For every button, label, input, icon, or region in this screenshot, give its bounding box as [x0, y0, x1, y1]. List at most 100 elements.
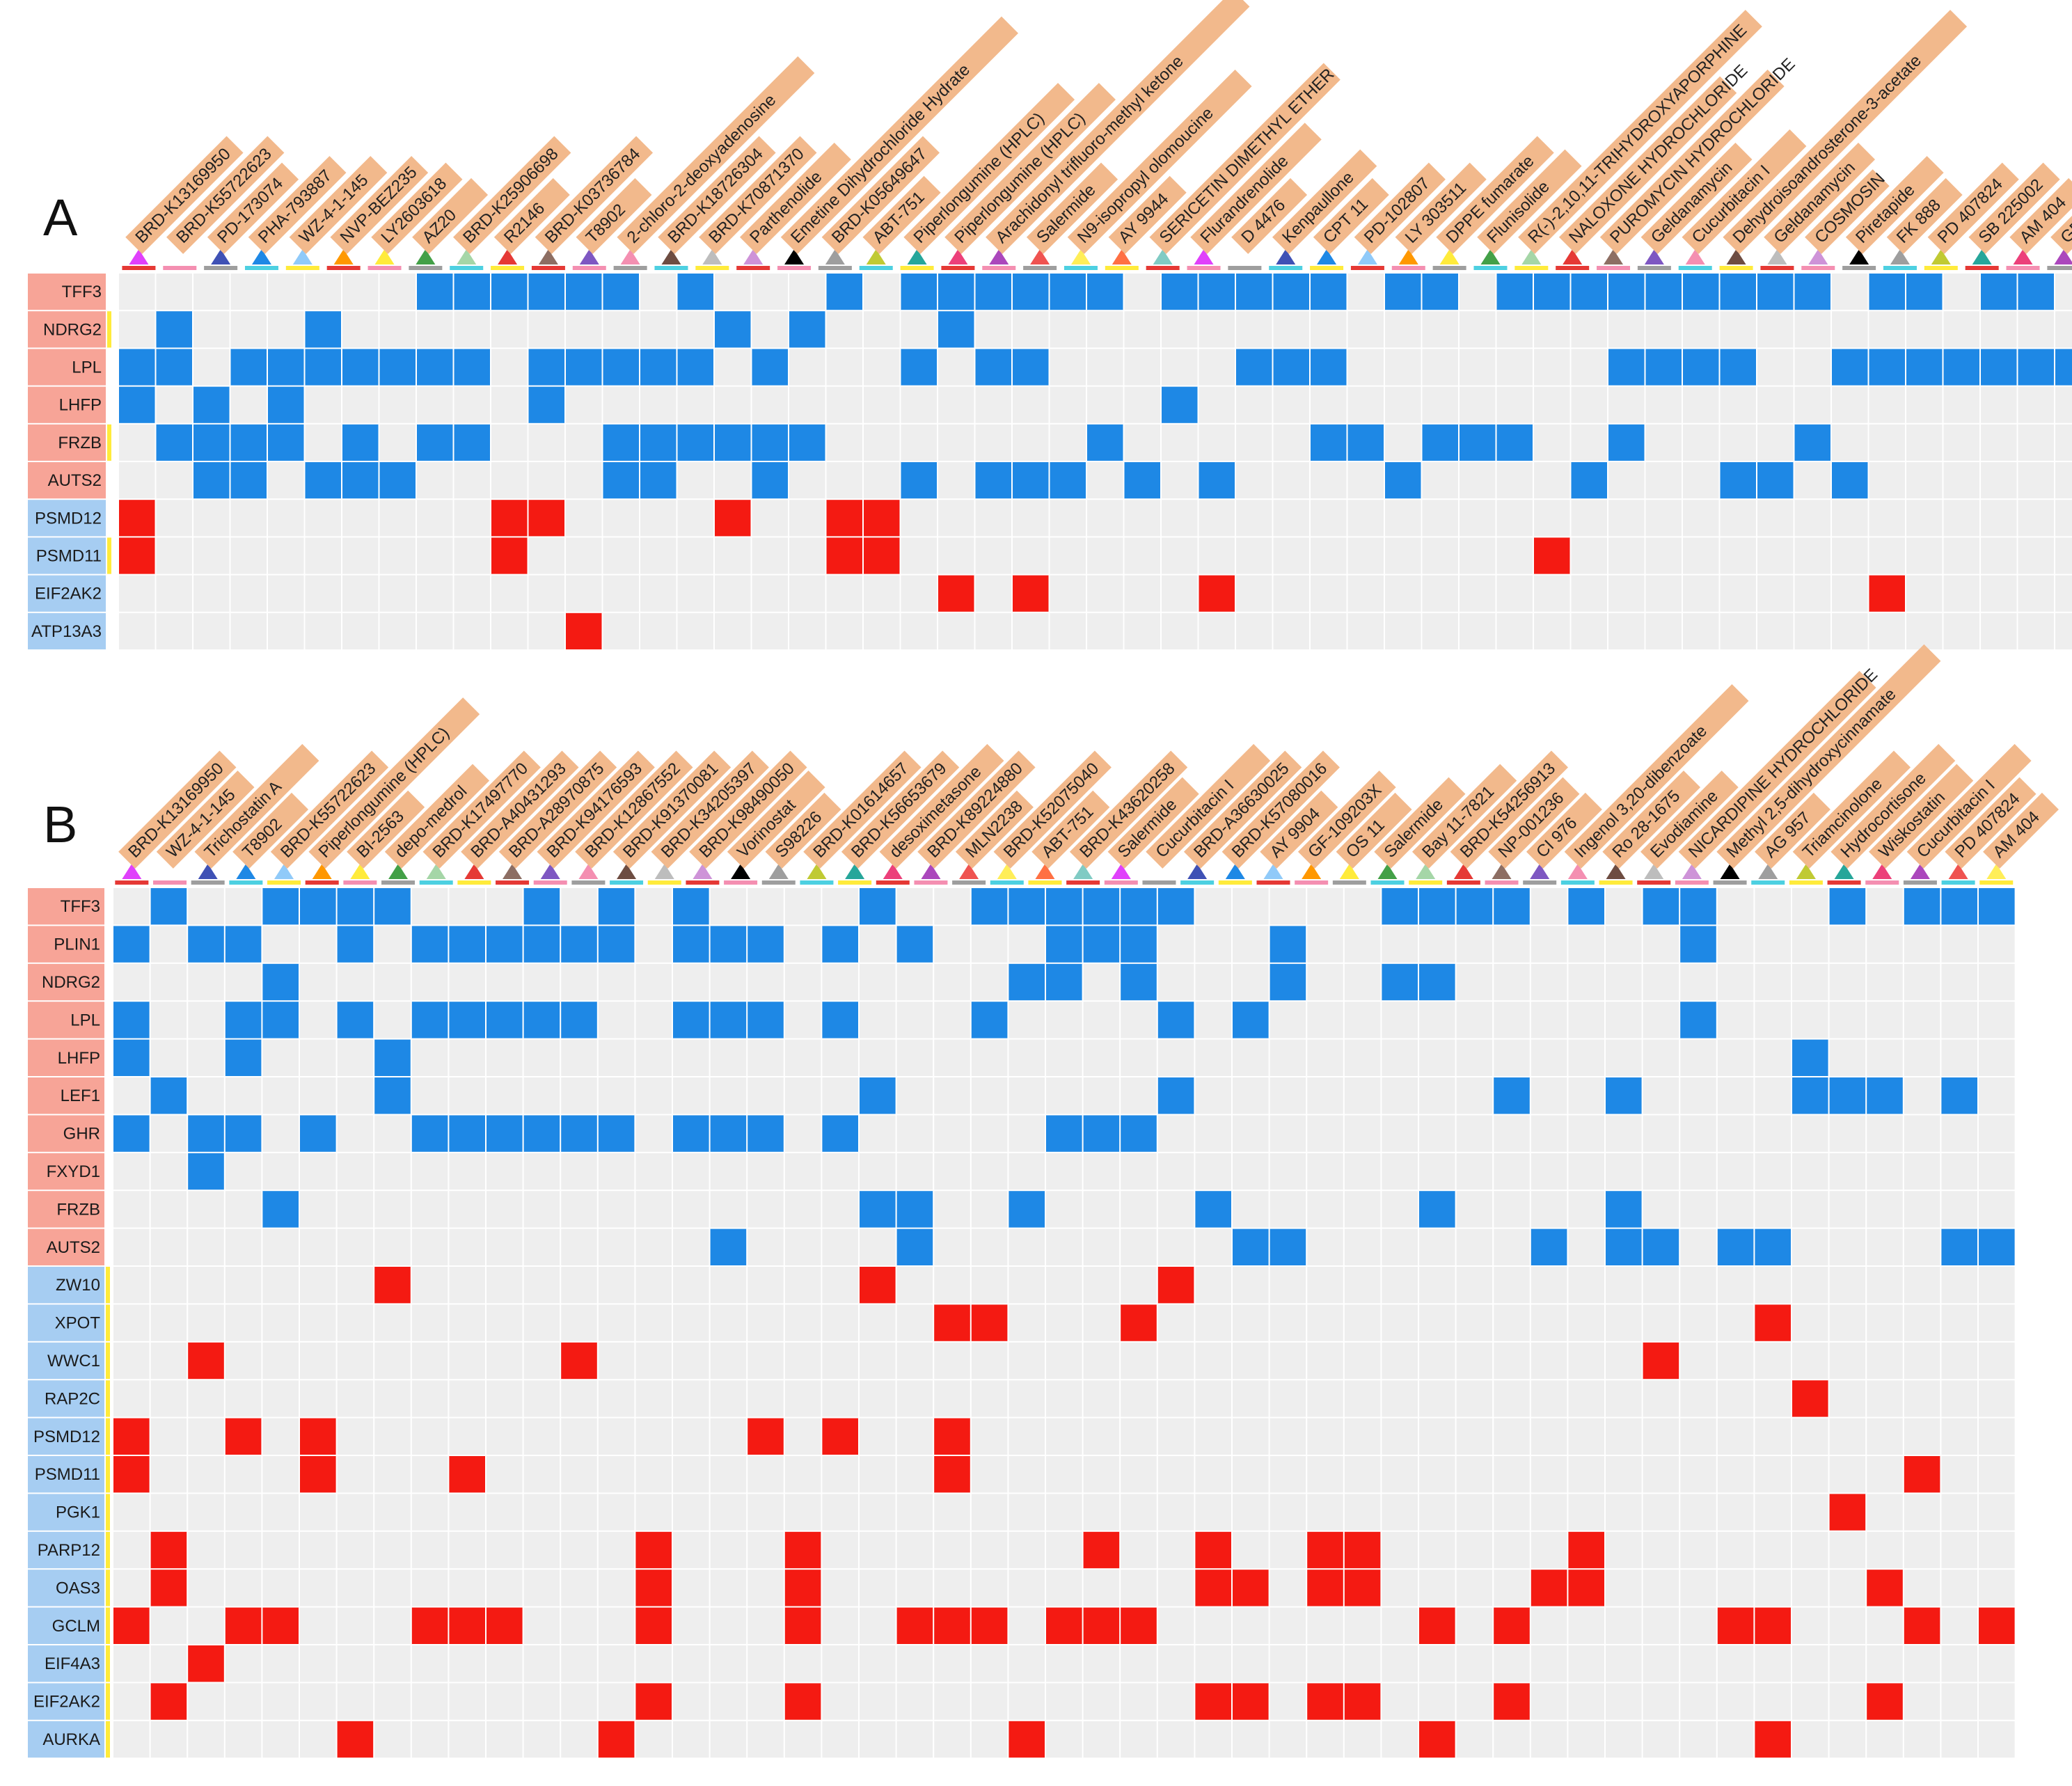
heatmap-cell-empty	[1869, 462, 1905, 499]
column-annotation-bar	[800, 880, 834, 885]
column-annotation-bar	[457, 880, 491, 885]
heatmap-cell-empty	[1270, 1607, 1306, 1644]
column-tag-bg	[1945, 777, 2037, 869]
heatmap-cell-empty	[1385, 575, 1421, 612]
heatmap-cell-up	[156, 311, 192, 348]
heatmap-cell-empty	[1643, 1683, 1679, 1720]
heatmap-cell-empty	[449, 1191, 485, 1228]
heatmap-cell-empty	[1233, 1645, 1269, 1682]
heatmap-cell-empty	[300, 1267, 336, 1304]
heatmap-cell-empty	[1236, 537, 1272, 574]
heatmap-cell-empty	[710, 1267, 747, 1304]
heatmap-cell-empty	[449, 1342, 485, 1380]
heatmap-cell-empty	[1460, 274, 1496, 310]
heatmap-cell-up	[603, 462, 639, 499]
panel-b-letter: B	[43, 796, 78, 853]
heatmap-cell-empty	[2018, 311, 2054, 348]
column-marker-icon	[1931, 249, 1951, 264]
heatmap-cell-empty	[1344, 1115, 1381, 1152]
column-annotation-bar	[1556, 266, 1590, 270]
heatmap-cell-empty	[1904, 1570, 1940, 1606]
heatmap-cell-empty	[710, 1191, 747, 1228]
heatmap-cell-empty	[1344, 1494, 1381, 1531]
column-annotation-bar	[1883, 266, 1917, 270]
column-marker-icon	[1070, 249, 1091, 264]
heatmap-cell-empty	[1757, 349, 1794, 386]
heatmap-cell-empty	[487, 1191, 523, 1228]
heatmap-cell-empty	[748, 1683, 784, 1720]
column-annotation-bar	[686, 880, 720, 885]
heatmap-cell-empty	[784, 1002, 821, 1038]
heatmap-cell-empty	[1645, 613, 1682, 649]
heatmap-cell-empty	[1717, 1039, 1754, 1076]
heatmap-cell-empty	[1531, 1267, 1567, 1304]
column-annotation-bar	[1485, 880, 1519, 885]
heatmap-cell-empty	[1979, 1570, 2015, 1606]
heatmap-cell-empty	[1792, 1683, 1828, 1720]
heatmap-cell-empty	[1233, 926, 1269, 963]
column-marker-icon	[426, 864, 446, 879]
heatmap-cell-empty	[1643, 1304, 1679, 1341]
column-tag-bg	[1067, 70, 1252, 254]
heatmap-cell-empty	[710, 1304, 747, 1341]
heatmap-cell-up	[1494, 888, 1530, 925]
heatmap-cell-empty	[561, 1570, 597, 1606]
heatmap-cell-empty	[1162, 500, 1198, 537]
heatmap-cell-up	[1606, 1228, 1642, 1265]
heatmap-cell-empty	[1496, 311, 1533, 348]
heatmap-cell-empty	[1233, 1304, 1269, 1341]
column-marker-icon	[540, 864, 560, 879]
heatmap-cell-empty	[2055, 424, 2072, 461]
heatmap-cell-empty	[1494, 1191, 1530, 1228]
heatmap-cell-empty	[1829, 1153, 1866, 1190]
heatmap-cell-empty	[374, 1304, 411, 1341]
heatmap-cell-empty	[150, 963, 187, 1001]
column-annotation-bar	[1473, 266, 1508, 270]
heatmap-cell-empty	[417, 500, 453, 537]
heatmap-cell-up	[710, 1115, 747, 1152]
heatmap-cell-empty	[1013, 500, 1049, 537]
heatmap-cell-empty	[971, 1570, 1008, 1606]
column-tag-bg	[1395, 162, 1487, 254]
heatmap-cell-empty	[1531, 1494, 1567, 1531]
column-annotation-bar	[122, 266, 156, 270]
heatmap-cell-empty	[1273, 575, 1309, 612]
heatmap-cell-empty	[1046, 1153, 1082, 1190]
heatmap-cell-empty	[1755, 1380, 1791, 1417]
column-annotation-bar	[1066, 880, 1100, 885]
heatmap-cell-down	[784, 1570, 821, 1606]
heatmap-cell-empty	[1792, 1153, 1828, 1190]
column-annotation-bar	[2006, 266, 2040, 270]
column-tag-bg	[412, 177, 489, 254]
column-annotation-bar	[761, 880, 796, 885]
heatmap-cell-empty	[1606, 1342, 1642, 1380]
heatmap-cell-empty	[1906, 500, 1943, 537]
heatmap-cell-empty	[305, 424, 341, 461]
heatmap-cell-empty	[193, 311, 230, 348]
heatmap-cell-empty	[598, 1304, 635, 1341]
heatmap-cell-up	[1460, 424, 1496, 461]
heatmap-cell-empty	[784, 1380, 821, 1417]
heatmap-cell-empty	[864, 462, 900, 499]
heatmap-cell-empty	[1273, 537, 1309, 574]
heatmap-cell-empty	[934, 1077, 970, 1114]
heatmap-cell-empty	[1121, 1228, 1157, 1265]
column-tag-bg	[453, 136, 571, 254]
heatmap-cell-empty	[896, 1531, 933, 1569]
heatmap-cell-down	[864, 537, 900, 574]
heatmap-cell-empty	[1456, 1418, 1493, 1455]
heatmap-cell-empty	[1382, 1342, 1418, 1380]
heatmap-cell-empty	[826, 311, 862, 348]
heatmap-cell-empty	[1643, 1153, 1679, 1190]
heatmap-cell-empty	[1941, 1494, 1977, 1531]
heatmap-cell-empty	[262, 1115, 299, 1152]
row-label-box	[28, 386, 106, 423]
heatmap-cell-up	[113, 1115, 150, 1152]
heatmap-cell-empty	[188, 888, 224, 925]
column-tag-bg	[576, 177, 652, 254]
column-tag-bg	[944, 83, 1116, 254]
heatmap-cell-empty	[1121, 1531, 1157, 1569]
heatmap-cell-empty	[1534, 386, 1570, 423]
heatmap-cell-empty	[2055, 537, 2072, 574]
heatmap-cell-down	[1307, 1683, 1343, 1720]
